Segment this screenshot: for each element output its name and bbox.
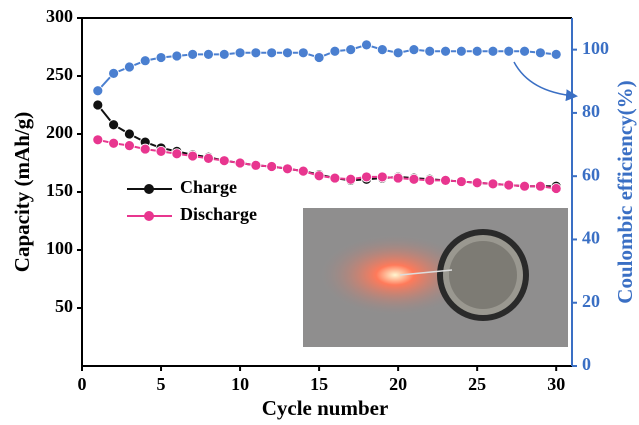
data-point: [235, 48, 245, 58]
data-point: [172, 51, 182, 61]
data-point: [551, 49, 561, 59]
data-point: [282, 164, 292, 174]
legend-marker: [144, 184, 154, 194]
data-point: [267, 48, 277, 58]
data-point: [124, 62, 134, 72]
data-point: [172, 149, 182, 159]
data-point: [282, 48, 292, 58]
data-point: [188, 151, 198, 161]
data-point: [535, 181, 545, 191]
x-tick-label: 30: [547, 374, 565, 394]
legend-label: Charge: [180, 177, 237, 197]
data-point: [109, 138, 119, 148]
data-point: [314, 171, 324, 181]
data-point: [520, 181, 530, 191]
data-point: [156, 53, 166, 63]
y-axis-label: Capacity (mAh/g): [10, 112, 34, 272]
inset-photo: [303, 208, 568, 347]
data-point: [330, 173, 340, 183]
data-point: [441, 175, 451, 185]
data-point: [251, 48, 261, 58]
data-point: [409, 174, 419, 184]
data-point: [219, 156, 229, 166]
y-tick-label: 50: [55, 296, 73, 316]
data-point: [156, 146, 166, 156]
data-point: [409, 45, 419, 55]
x-tick-label: 5: [157, 374, 166, 394]
data-point: [425, 46, 435, 56]
data-point: [393, 173, 403, 183]
x-tick-label: 25: [468, 374, 486, 394]
data-point: [93, 86, 103, 96]
data-point: [346, 174, 356, 184]
series-line: [98, 105, 556, 186]
data-point: [188, 49, 198, 59]
data-point: [314, 53, 324, 63]
y2-tick-label: 40: [582, 228, 600, 248]
data-point: [504, 46, 514, 56]
legend-marker: [144, 211, 154, 221]
chart: Cycle number Capacity (mAh/g) Coulombic …: [0, 0, 639, 420]
y2-tick-label: 100: [582, 38, 609, 58]
y-tick-label: 150: [46, 180, 73, 200]
y-tick-label: 300: [46, 6, 73, 26]
data-point: [235, 158, 245, 168]
data-point: [203, 49, 213, 59]
data-point: [203, 153, 213, 163]
y-tick-label: 100: [46, 238, 73, 258]
data-point: [520, 46, 530, 56]
legend-label: Discharge: [180, 204, 257, 224]
y-tick-label: 250: [46, 64, 73, 84]
data-point: [504, 180, 514, 190]
data-point: [377, 45, 387, 55]
y2-tick-label: 60: [582, 164, 600, 184]
data-point: [251, 160, 261, 170]
data-point: [472, 178, 482, 188]
data-point: [441, 46, 451, 56]
series-line: [98, 45, 556, 91]
x-tick-label: 15: [310, 374, 328, 394]
data-point: [393, 48, 403, 58]
y2-tick-label: 0: [582, 354, 591, 374]
data-point: [109, 68, 119, 78]
data-point: [488, 46, 498, 56]
x-axis-label: Cycle number: [262, 396, 389, 420]
data-point: [362, 172, 372, 182]
x-tick-label: 0: [78, 374, 87, 394]
data-point: [140, 56, 150, 66]
x-tick-label: 20: [389, 374, 407, 394]
data-point: [425, 175, 435, 185]
x-tick-label: 10: [231, 374, 249, 394]
data-point: [456, 46, 466, 56]
data-point: [93, 135, 103, 145]
series-line: [98, 140, 556, 189]
data-point: [267, 161, 277, 171]
data-point: [488, 179, 498, 189]
data-point: [472, 46, 482, 56]
y2-tick-label: 80: [582, 101, 600, 121]
data-point: [456, 177, 466, 187]
data-point: [219, 49, 229, 59]
data-point: [535, 48, 545, 58]
data-point: [93, 100, 103, 110]
data-point: [346, 45, 356, 55]
data-point: [140, 144, 150, 154]
annotation-arrow: [514, 62, 575, 96]
data-point: [377, 172, 387, 182]
y2-axis-label: Coulombic efficiency(%): [613, 80, 637, 303]
data-point: [124, 129, 134, 139]
data-point: [109, 120, 119, 130]
data-point: [362, 40, 372, 50]
y2-tick-label: 20: [582, 291, 600, 311]
data-point: [551, 184, 561, 194]
data-point: [124, 141, 134, 151]
data-point: [298, 48, 308, 58]
y-tick-label: 200: [46, 122, 73, 142]
data-point: [330, 46, 340, 56]
data-point: [298, 166, 308, 176]
